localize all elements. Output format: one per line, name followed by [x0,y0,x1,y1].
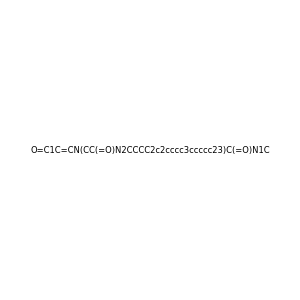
Text: O=C1C=CN(CC(=O)N2CCCC2c2cccc3ccccc23)C(=O)N1C: O=C1C=CN(CC(=O)N2CCCC2c2cccc3ccccc23)C(=… [30,146,270,154]
